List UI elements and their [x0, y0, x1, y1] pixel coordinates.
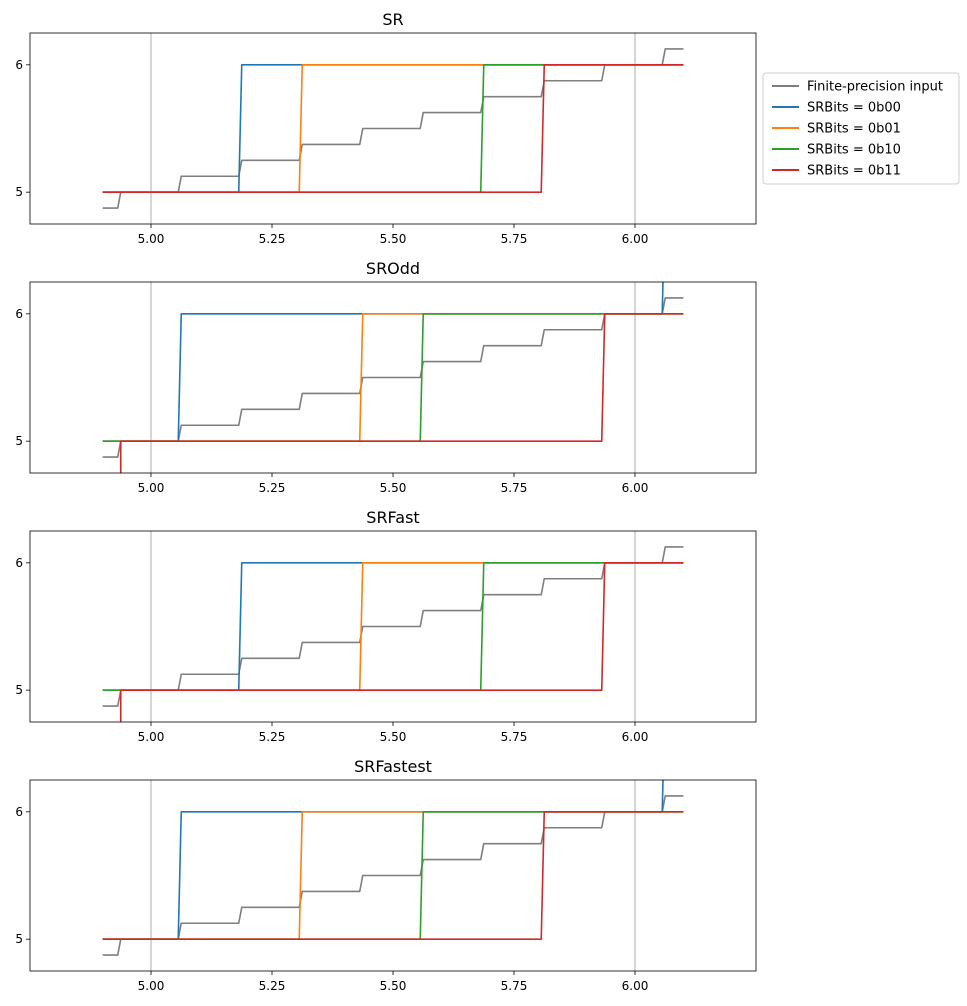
- y-tick-label: 5: [15, 185, 23, 199]
- y-tick-label: 5: [15, 434, 23, 448]
- legend-label-srbits-0b00: SRBits = 0b00: [807, 101, 901, 116]
- legend-label-finite-precision-input: Finite-precision input: [807, 80, 943, 95]
- x-tick-label: 5.25: [259, 730, 286, 744]
- y-tick-label: 5: [15, 683, 23, 697]
- x-tick-label: 5.75: [501, 481, 528, 495]
- legend-box: [762, 72, 960, 185]
- x-tick-label: 5.75: [501, 979, 528, 993]
- series-line-finite-precision-input: [102, 546, 684, 707]
- subplot-title: SR: [382, 10, 403, 29]
- legend-label-srbits-0b10: SRBits = 0b10: [807, 143, 901, 158]
- x-tick-label: 5.50: [380, 730, 407, 744]
- x-tick-label: 6.00: [622, 232, 649, 246]
- legend-label-srbits-0b11: SRBits = 0b11: [807, 164, 901, 179]
- plot-area: [102, 546, 684, 722]
- subplot-title: SROdd: [366, 259, 420, 278]
- x-tick-label: 5.75: [501, 232, 528, 246]
- x-tick-label: 5.00: [138, 481, 165, 495]
- series-line-srbits-0b11: [102, 64, 684, 193]
- subplot-title: SRFast: [366, 508, 419, 527]
- series-line-srbits-0b11: [119, 562, 684, 722]
- subplot-srfast: SRFast 5.00 5.25 5.50 5.75 6.00 5 6: [15, 508, 757, 744]
- y-tick-label: 6: [15, 556, 23, 570]
- subplot-title: SRFastest: [354, 757, 432, 776]
- x-tick-label: 5.00: [138, 730, 165, 744]
- x-tick-label: 5.00: [138, 979, 165, 993]
- subplot-srfastest: SRFastest 5.00 5.25 5.50 5.75 6.00 5 6: [15, 757, 757, 993]
- x-tick-label: 6.00: [622, 979, 649, 993]
- x-tick-label: 5.25: [259, 481, 286, 495]
- series-line-srbits-0b11: [119, 313, 684, 473]
- series-line-srbits-0b11: [102, 811, 684, 940]
- y-tick-label: 6: [15, 805, 23, 819]
- subplot-sr: SR 5.00 5.25 5.50 5.75 6.00 5 6: [15, 10, 757, 246]
- y-tick-label: 5: [15, 932, 23, 946]
- x-tick-label: 6.00: [622, 730, 649, 744]
- plot-area: [102, 780, 684, 956]
- x-tick-label: 5.50: [380, 232, 407, 246]
- x-tick-label: 5.50: [380, 481, 407, 495]
- x-tick-label: 5.25: [259, 232, 286, 246]
- series-line-finite-precision-input: [102, 48, 684, 209]
- series-line-finite-precision-input: [102, 297, 684, 458]
- series-line-finite-precision-input: [102, 795, 684, 956]
- legend-label-srbits-0b01: SRBits = 0b01: [807, 122, 901, 137]
- x-tick-label: 6.00: [622, 481, 649, 495]
- x-tick-label: 5.25: [259, 979, 286, 993]
- x-tick-label: 5.00: [138, 232, 165, 246]
- x-tick-label: 5.50: [380, 979, 407, 993]
- plot-area: [102, 282, 684, 473]
- subplot-srodd: SROdd 5.00 5.25 5.50 5.75 6.00 5 6: [15, 259, 757, 495]
- x-tick-label: 5.75: [501, 730, 528, 744]
- y-tick-label: 6: [15, 307, 23, 321]
- legend: Finite-precision input SRBits = 0b00 SRBit…: [762, 72, 960, 185]
- plot-area: [102, 48, 684, 209]
- y-tick-label: 6: [15, 58, 23, 72]
